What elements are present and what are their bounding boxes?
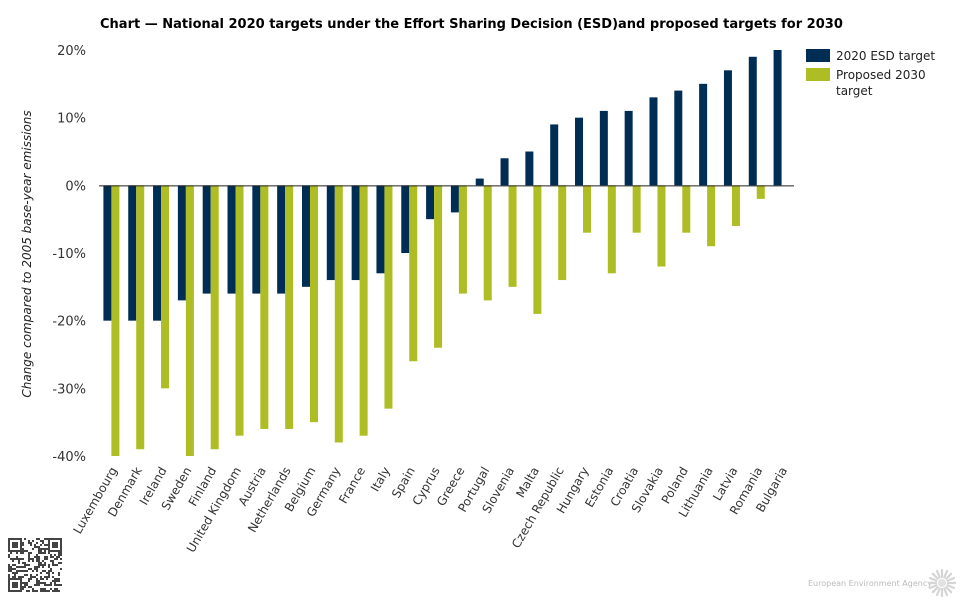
bar-proposed-2030-germany [334,185,343,443]
qr-code-icon [8,538,62,592]
bar-proposed-2030-czech-republic [558,185,567,281]
bar-proposed-2030-italy [384,185,393,409]
y-tick-label: -20% [52,315,86,330]
bar-esd-2020-united-kingdom [227,185,236,294]
bar-esd-2020-croatia [624,110,633,186]
chart-title: Chart — National 2020 targets under the … [100,17,843,32]
bar-proposed-2030-belgium [309,185,318,423]
legend-label: target [836,84,873,98]
bar-esd-2020-malta [525,151,534,186]
bar-esd-2020-ireland [153,185,162,321]
bar-esd-2020-spain [401,185,410,253]
bar-proposed-2030-romania [756,185,765,199]
bar-esd-2020-luxembourg [103,185,112,321]
bar-esd-2020-lithuania [699,83,708,186]
bar-proposed-2030-slovakia [657,185,666,267]
bar-proposed-2030-spain [409,185,418,362]
x-tick-label: Italy [368,465,393,495]
bar-proposed-2030-slovenia [508,185,517,287]
bar-esd-2020-italy [376,185,385,274]
bar-esd-2020-latvia [723,70,732,186]
bar-proposed-2030-ireland [161,185,170,389]
bar-proposed-2030-portugal [483,185,492,301]
y-axis: 20% 10% 0% -10% -20% -30% -40% [52,44,86,465]
bar-esd-2020-netherlands [277,185,286,294]
bar-esd-2020-greece [450,185,459,213]
bar-proposed-2030-poland [682,185,691,233]
bar-esd-2020-slovenia [500,158,509,186]
y-tick-label: -30% [52,382,86,397]
bar-proposed-2030-estonia [607,185,616,274]
y-tick-label: -10% [52,247,86,262]
bar-proposed-2030-croatia [632,185,641,233]
bar-proposed-2030-denmark [136,185,145,450]
bar-esd-2020-slovakia [649,97,658,186]
bar-esd-2020-portugal [475,178,484,186]
bar-esd-2020-czech-republic [550,124,559,186]
bars [103,50,782,457]
agency-name: European Environment Agency [808,579,932,588]
bar-proposed-2030-lithuania [707,185,716,247]
bar-esd-2020-germany [326,185,335,281]
y-axis-label: Change compared to 2005 base-year emissi… [20,110,34,397]
bar-esd-2020-austria [252,185,261,294]
bar-esd-2020-sweden [177,185,186,301]
bar-esd-2020-belgium [301,185,310,287]
legend-label: Proposed 2030 [836,68,926,82]
bar-esd-2020-denmark [128,185,137,321]
bar-esd-2020-poland [674,90,683,186]
bar-proposed-2030-united-kingdom [235,185,244,436]
bar-esd-2020-france [351,185,360,281]
bar-proposed-2030-sweden [185,185,194,457]
y-tick-label: -40% [52,450,86,465]
x-axis-labels: LuxembourgDenmarkIrelandSwedenFinlandUni… [70,464,790,554]
bar-esd-2020-romania [748,56,757,186]
legend-swatch [806,68,830,81]
bar-esd-2020-bulgaria [773,50,782,186]
eea-sun-logo-icon [927,568,957,598]
bar-esd-2020-finland [202,185,211,294]
bar-proposed-2030-cyprus [434,185,443,348]
bar-proposed-2030-austria [260,185,269,429]
bar-proposed-2030-greece [458,185,467,294]
legend-label: 2020 ESD target [836,49,935,63]
bar-esd-2020-cyprus [426,185,435,220]
bar-esd-2020-hungary [575,117,584,186]
y-tick-label: 10% [57,112,86,127]
bar-proposed-2030-france [359,185,368,436]
bar-proposed-2030-netherlands [285,185,294,429]
y-tick-label: 0% [65,179,86,194]
bar-esd-2020-estonia [599,110,608,186]
bar-proposed-2030-finland [210,185,219,450]
bar-proposed-2030-latvia [731,185,740,226]
legend: 2020 ESD target Proposed 2030 target [806,49,935,98]
bar-proposed-2030-hungary [583,185,592,233]
y-tick-label: 20% [57,44,86,59]
legend-swatch [806,49,830,62]
bar-proposed-2030-malta [533,185,542,314]
bar-proposed-2030-luxembourg [111,185,120,457]
